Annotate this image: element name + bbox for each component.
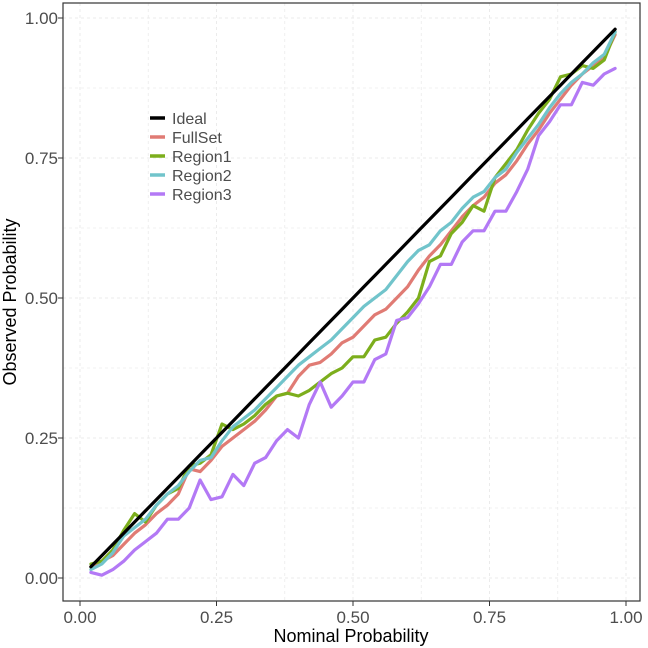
y-tick-label: 1.00 xyxy=(25,9,58,28)
grid xyxy=(63,3,640,601)
legend: Ideal FullSet Region1 Region2 Region3 xyxy=(150,111,232,204)
x-tick-label: 0.50 xyxy=(336,608,369,627)
axis-ticks: 0.00 0.25 0.50 0.75 1.00 0.00 0.25 0.50 0.75 1.00 xyxy=(25,9,643,627)
legend-label-fullset: FullSet xyxy=(172,130,222,147)
x-tick-label: 0.25 xyxy=(200,608,233,627)
x-tick-label: 0.75 xyxy=(473,608,506,627)
x-axis-title: Nominal Probability xyxy=(273,626,428,646)
series-line-region2 xyxy=(89,30,617,572)
x-tick-label: 1.00 xyxy=(609,608,642,627)
y-tick-label: 0.50 xyxy=(25,289,58,308)
y-axis-title: Observed Probability xyxy=(0,218,20,385)
legend-label-region3: Region3 xyxy=(172,187,232,204)
y-tick-label: 0.75 xyxy=(25,149,58,168)
legend-label-region1: Region1 xyxy=(172,149,232,166)
series-line-region3 xyxy=(89,66,617,577)
legend-label-region2: Region2 xyxy=(172,168,232,185)
series-line-fullset xyxy=(89,33,617,569)
plot-border xyxy=(62,2,641,602)
series-lines xyxy=(89,27,617,577)
series-line-region1 xyxy=(89,30,617,566)
series-line-ideal xyxy=(89,27,617,569)
y-tick-label: 0.25 xyxy=(25,429,58,448)
legend-label-ideal: Ideal xyxy=(172,111,207,128)
y-tick-label: 0.00 xyxy=(25,569,58,588)
x-tick-label: 0.00 xyxy=(63,608,96,627)
